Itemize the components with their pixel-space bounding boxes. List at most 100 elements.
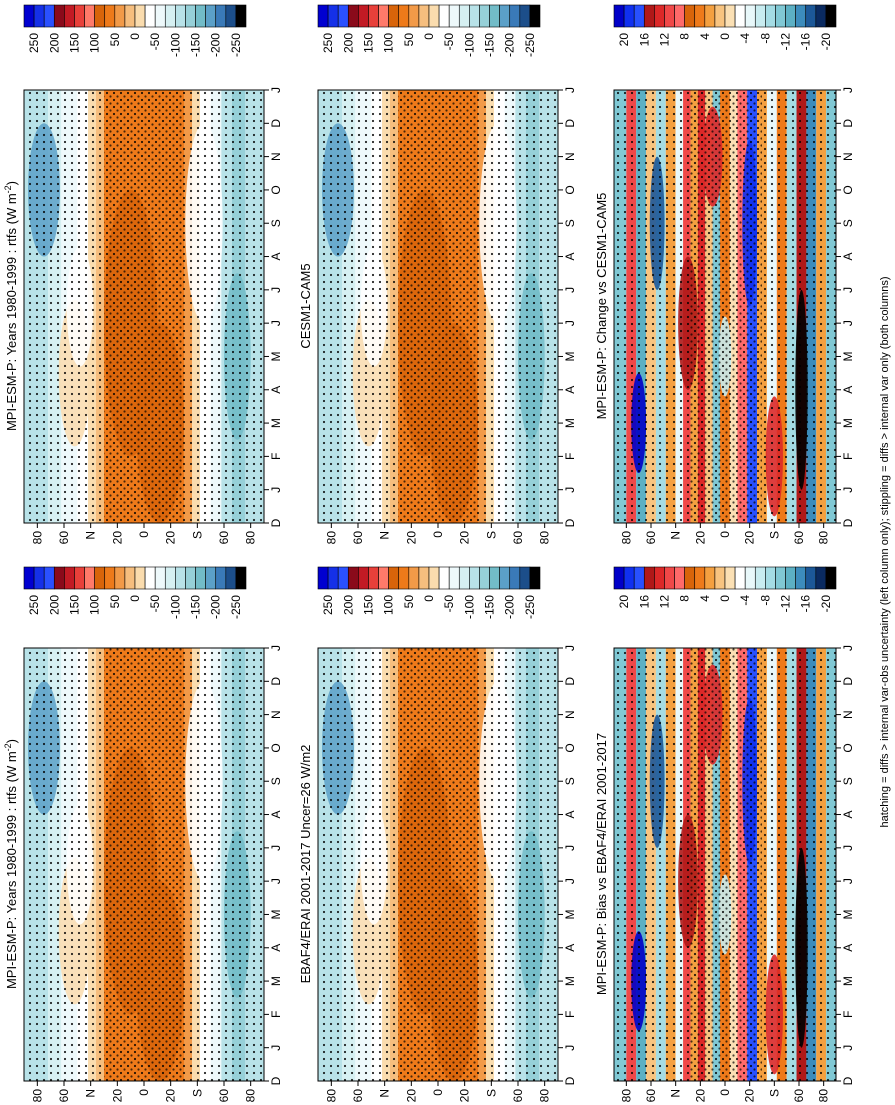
month-label: A bbox=[269, 944, 283, 952]
colorbar-swatch bbox=[337, 566, 349, 590]
colorbar-label: -250 bbox=[523, 595, 537, 619]
month-label: D bbox=[841, 119, 855, 128]
month-label: J bbox=[563, 87, 577, 93]
panel-title-end: ) bbox=[4, 739, 19, 743]
colorbar-swatch bbox=[154, 4, 166, 28]
colorbar-swatch bbox=[235, 4, 247, 28]
colorbar-swatch bbox=[124, 566, 136, 590]
month-label: J bbox=[269, 645, 283, 651]
colorbar-label: -100 bbox=[462, 33, 476, 57]
colorbar-label: -20 bbox=[819, 33, 833, 51]
lat-label: N bbox=[378, 1089, 392, 1098]
colorbar-label: 50 bbox=[402, 595, 416, 609]
colorbar-swatch bbox=[347, 566, 359, 590]
colorbar-swatch bbox=[398, 4, 410, 28]
lat-label: 80 bbox=[817, 1089, 831, 1103]
panel-title-sup: -2 bbox=[3, 185, 13, 193]
colorbar-swatch bbox=[114, 566, 126, 590]
colorbar-swatch bbox=[144, 566, 156, 590]
colorbar-swatch bbox=[458, 566, 470, 590]
colorbar-label: 150 bbox=[67, 595, 81, 615]
colorbar-swatch bbox=[694, 4, 706, 28]
month-label: M bbox=[841, 976, 855, 986]
colorbar-label: -250 bbox=[229, 33, 243, 57]
lat-label: 0 bbox=[431, 1089, 445, 1096]
panel-title-sup: -2 bbox=[3, 743, 13, 751]
colorbar-swatch bbox=[825, 566, 837, 590]
colorbar-label: 4 bbox=[698, 33, 712, 40]
colorbar-swatch bbox=[714, 4, 726, 28]
colorbar-swatch bbox=[225, 566, 237, 590]
colorbar-label: -16 bbox=[799, 595, 813, 613]
month-label: M bbox=[563, 351, 577, 361]
month-label: J bbox=[269, 845, 283, 851]
colorbar-swatch bbox=[479, 4, 490, 28]
colorbar-label: 4 bbox=[698, 595, 712, 602]
colorbar-swatch bbox=[613, 566, 625, 590]
month-label: J bbox=[563, 845, 577, 851]
stippling-tropics bbox=[398, 90, 478, 523]
colorbar-swatch bbox=[164, 4, 176, 28]
colorbar-label: -100 bbox=[168, 595, 182, 619]
colorbar-swatch bbox=[519, 4, 531, 28]
lat-label: 80 bbox=[619, 1089, 633, 1103]
colorbar-swatch bbox=[684, 566, 696, 590]
colorbar-label: 100 bbox=[382, 595, 396, 615]
month-label: S bbox=[269, 219, 283, 227]
month-label: J bbox=[269, 320, 283, 326]
month-label: A bbox=[563, 944, 577, 952]
colorbar-label: -200 bbox=[503, 595, 517, 619]
colorbar-label: 0 bbox=[718, 595, 732, 602]
colorbar-label: 150 bbox=[361, 33, 375, 53]
month-label: A bbox=[563, 253, 577, 261]
stippling-tropics bbox=[688, 90, 762, 523]
colorbar-label: 8 bbox=[678, 595, 692, 602]
lat-label: 60 bbox=[792, 1089, 806, 1103]
colorbar-swatch bbox=[744, 566, 756, 590]
stippling-tropics bbox=[104, 90, 184, 523]
colorbar-label: -20 bbox=[819, 595, 833, 613]
colorbar-label: 0 bbox=[128, 33, 142, 40]
colorbar-label: -50 bbox=[442, 33, 456, 51]
lat-label: 60 bbox=[57, 531, 71, 545]
month-label: D bbox=[269, 119, 283, 128]
colorbar-label: -150 bbox=[189, 595, 203, 619]
stippling-tropics bbox=[688, 648, 762, 1081]
colorbar-swatch bbox=[164, 566, 176, 590]
colorbar-swatch bbox=[805, 566, 817, 590]
month-label: M bbox=[269, 909, 283, 919]
colorbar-swatch bbox=[398, 566, 410, 590]
colorbar-label: -100 bbox=[462, 595, 476, 619]
lat-label: 20 bbox=[110, 1089, 124, 1103]
month-label: O bbox=[269, 743, 283, 752]
lat-label: 20 bbox=[164, 1089, 178, 1103]
panel-title-main: MPI-ESM-P: Years 1980-1999 : rtfs (W m bbox=[4, 751, 19, 989]
colorbar-swatch bbox=[84, 4, 95, 28]
colorbar-swatch bbox=[418, 4, 430, 28]
panel-title: MPI-ESM-P: Change vs CESM1-CAM5 bbox=[594, 193, 609, 420]
colorbar-swatch bbox=[643, 566, 655, 590]
month-label: A bbox=[841, 811, 855, 819]
colorbar-swatch bbox=[317, 4, 329, 28]
colorbar-label: 200 bbox=[47, 33, 61, 53]
lat-label: 20 bbox=[404, 1089, 418, 1103]
lat-label: N bbox=[378, 531, 392, 540]
colorbar-label: -12 bbox=[779, 33, 793, 51]
colorbar-swatch bbox=[694, 566, 706, 590]
colorbar-swatch bbox=[23, 4, 35, 28]
month-label: J bbox=[841, 320, 855, 326]
colorbar-label: 8 bbox=[678, 33, 692, 40]
colorbar-label: 250 bbox=[27, 33, 41, 53]
month-label: F bbox=[563, 1011, 577, 1018]
colorbar-swatch bbox=[154, 566, 166, 590]
panel-title-main: MPI-ESM-P: Change vs CESM1-CAM5 bbox=[594, 193, 609, 420]
panel-title-main: MPI-ESM-P: Bias vs EBAF4/ERAI 2001-2017 bbox=[594, 733, 609, 995]
colorbar-swatch bbox=[654, 4, 665, 28]
colorbar-swatch bbox=[94, 4, 106, 28]
lat-label: 80 bbox=[30, 1089, 44, 1103]
colorbar-swatch bbox=[795, 4, 807, 28]
colorbar-swatch bbox=[358, 566, 369, 590]
lat-label: 20 bbox=[404, 531, 418, 545]
lat-label: 60 bbox=[351, 531, 365, 545]
